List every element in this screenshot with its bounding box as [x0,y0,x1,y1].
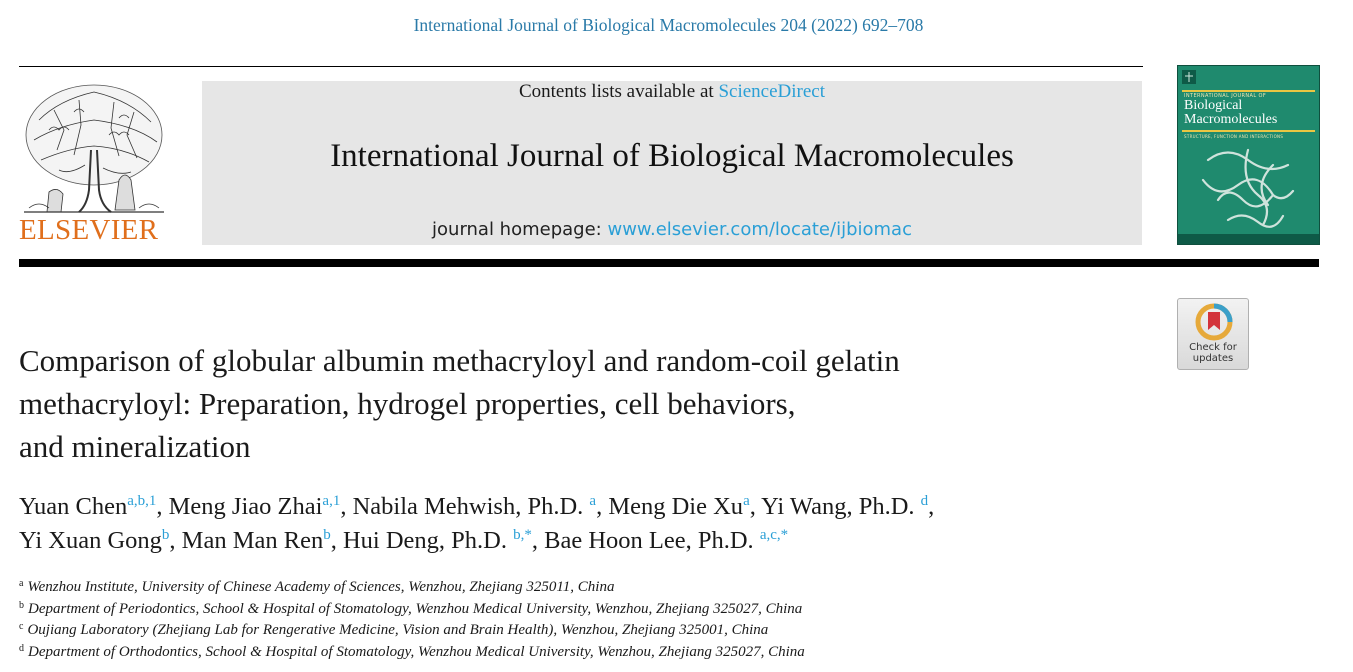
author-name[interactable]: Yuan Chen [19,493,128,520]
masthead-divider [19,259,1319,267]
elsevier-wordmark: ELSEVIER [19,214,159,246]
sciencedirect-link[interactable]: ScienceDirect [718,81,826,102]
cover-footer [1178,234,1319,244]
author-separator: , [928,493,935,520]
affiliation-key: c [19,621,24,632]
cover-publisher-icon [1182,70,1196,84]
cover-header [1178,66,1319,92]
author-name[interactable]: Yi Wang, Ph.D. [761,493,921,520]
article-title: Comparison of globular albumin methacryl… [19,339,1119,468]
cover-stripe-bottom [1182,130,1315,132]
article-title-line2: methacryloyl: Preparation, hydrogel prop… [19,386,796,421]
header-rule [19,66,1143,67]
author-separator: , [169,527,182,554]
author-separator: , [531,527,545,554]
author-list: Yuan Chena,b,1, Meng Jiao Zhaia,1, Nabil… [19,490,1219,558]
affiliation-text: Department of Orthodontics, School & Hos… [28,643,805,660]
author-affil-marker[interactable]: a [743,493,750,509]
journal-citation-link[interactable]: International Journal of Biological Macr… [413,15,924,35]
affiliations-list: a Wenzhou Institute, University of Chines… [19,577,1119,663]
affiliation-item: b Department of Periodontics, School & Ho… [19,599,1119,621]
protein-ribbon-illustration [1201,148,1295,228]
author-separator: , [330,527,343,554]
crossmark-icon [1195,303,1233,341]
author-affil-marker[interactable]: b [161,527,170,543]
author-name[interactable]: Hui Deng, Ph.D. [342,527,514,554]
affiliation-key: d [19,642,24,654]
author-affil-marker[interactable]: a,1 [322,493,341,509]
author-affil-marker[interactable]: a,b,1 [127,493,157,509]
author-affil-marker[interactable]: a,c,* [759,527,789,543]
author-name[interactable]: Meng Jiao Zhai [168,493,323,520]
affiliation-item: a Wenzhou Institute, University of Chines… [19,577,1119,599]
author-name[interactable]: Bae Hoon Lee, Ph.D. [544,527,760,554]
author-name[interactable]: Man Man Ren [181,527,324,554]
author-affil-marker[interactable]: d [920,493,929,509]
author-name[interactable]: Nabila Mehwish, Ph.D. [352,493,590,520]
cover-title-line2: Macromolecules [1184,112,1278,127]
affiliation-text: Wenzhou Institute, University of Chinese… [27,579,615,595]
author-separator: , [749,493,762,520]
author-separator: , [340,493,353,520]
badge-line1: Check for [1189,342,1237,353]
author-separator: , [596,493,609,520]
journal-homepage-line: journal homepage: www.elsevier.com/locat… [202,219,1142,240]
author-name[interactable]: Yi Xuan Gong [19,527,162,554]
author-line1: Yuan Chena,b,1, Meng Jiao Zhaia,1, Nabil… [19,490,1219,524]
affiliation-text: Department of Periodontics, School & Hos… [28,600,803,617]
affiliation-item: c Oujiang Laboratory (Zhejiang Lab for Re… [19,620,1119,642]
journal-homepage-link[interactable]: www.elsevier.com/locate/ijbiomac [607,219,912,240]
author-affil-marker[interactable]: a [589,493,597,509]
journal-name: International Journal of Biological Macr… [330,138,1014,174]
author-affil-marker[interactable]: b,* [513,527,532,543]
homepage-prefix: journal homepage: [432,219,608,240]
affiliation-item: d Department of Orthodontics, School & Ho… [19,642,1119,664]
journal-cover-thumbnail[interactable]: INTERNATIONAL JOURNAL OF Biological Macr… [1177,65,1320,245]
affiliation-key: b [19,599,24,611]
cover-subtitle: STRUCTURE, FUNCTION AND INTERACTIONS [1184,134,1284,139]
badge-line2: updates [1192,353,1234,364]
author-line2: Yi Xuan Gongb, Man Man Renb, Hui Deng, P… [19,524,1219,558]
article-title-line3: and mineralization [19,429,251,464]
author-name[interactable]: Meng Die Xu [608,493,744,520]
elsevier-tree-logo [24,84,164,213]
contents-prefix: Contents lists available at [518,81,719,102]
journal-masthead: Contents lists available at ScienceDirec… [202,81,1142,245]
contents-line: Contents lists available at ScienceDirec… [202,81,1142,103]
article-title-line1: Comparison of globular albumin methacryl… [19,343,900,378]
affiliation-key: a [19,578,24,589]
check-for-updates-label: Check for updates [1178,342,1248,364]
cover-small-label: INTERNATIONAL JOURNAL OF [1184,93,1267,99]
author-affil-marker[interactable]: b [323,527,331,543]
cover-title: Biological Macromolecules [1184,99,1277,127]
cover-title-line1: Biological [1184,98,1243,113]
affiliation-text: Oujiang Laboratory (Zhejiang Lab for Ren… [27,622,769,638]
author-separator: , [156,493,169,520]
cover-stripe-top [1182,90,1315,92]
check-for-updates-button[interactable]: Check for updates [1177,298,1249,370]
